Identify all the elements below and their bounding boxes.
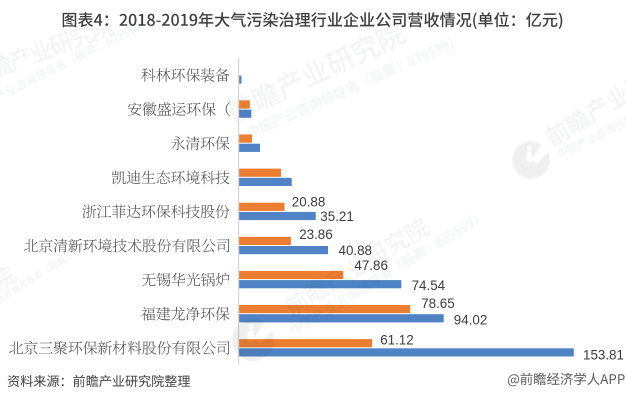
svg-text:40.88: 40.88 bbox=[339, 243, 373, 258]
svg-text:61.12: 61.12 bbox=[380, 332, 414, 347]
svg-text:153.81: 153.81 bbox=[583, 347, 624, 362]
svg-text:78.65: 78.65 bbox=[421, 296, 455, 311]
svg-text:20.88: 20.88 bbox=[292, 195, 326, 210]
svg-text:35.21: 35.21 bbox=[320, 209, 354, 224]
svg-text:74.54: 74.54 bbox=[412, 278, 446, 293]
svg-text:23.86: 23.86 bbox=[299, 227, 333, 242]
svg-text:94.02: 94.02 bbox=[454, 313, 488, 328]
